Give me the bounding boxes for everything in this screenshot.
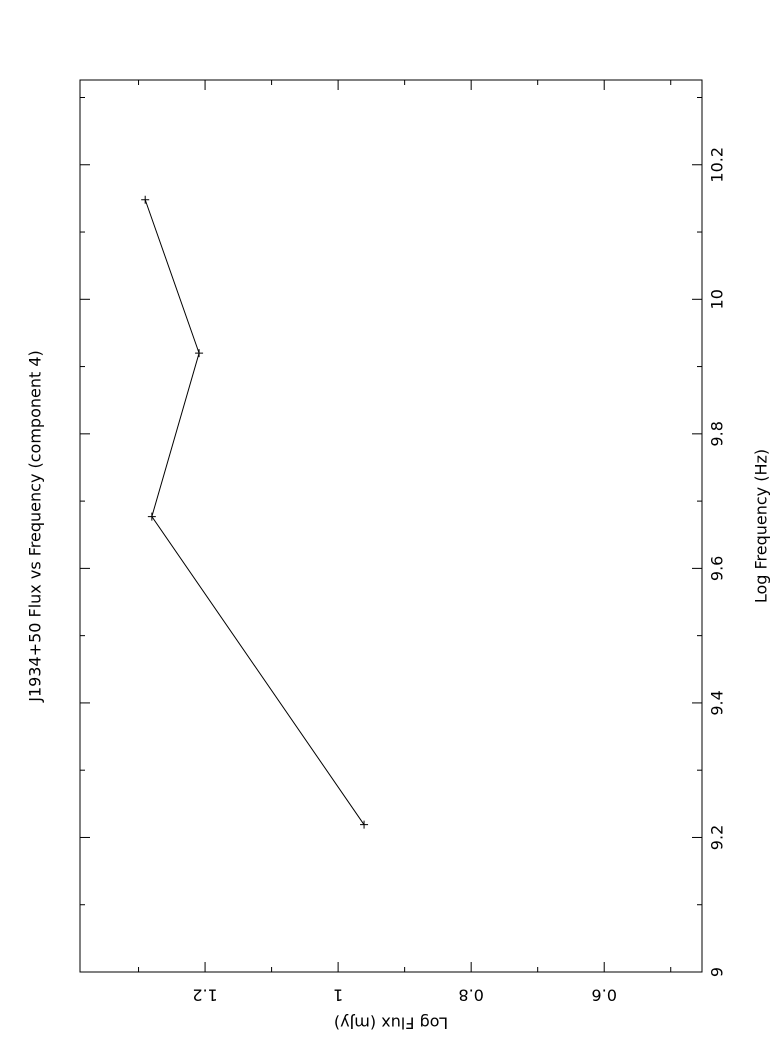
y-tick-label: 1 [333, 986, 343, 1005]
y-tick-label: 0.6 [591, 986, 616, 1005]
y-axis-label: Log Flux (mJy) [334, 1014, 448, 1033]
data-point [360, 820, 369, 829]
y-tick-label: 1.2 [192, 986, 217, 1005]
x-tick-label: 9.4 [708, 690, 727, 715]
x-tick-label: 9.8 [708, 421, 727, 446]
chart-title: J1934+50 Flux vs Frequency (component 4) [26, 350, 45, 703]
data-point [147, 512, 156, 521]
y-tick-label: 0.8 [458, 986, 483, 1005]
x-tick-label: 9.2 [708, 825, 727, 850]
x-axis-label: Log Frequency (Hz) [752, 449, 771, 603]
x-tick-label: 9 [708, 967, 727, 977]
plot-frame [79, 79, 703, 973]
x-tick-label: 10.2 [708, 147, 727, 183]
data-point [195, 349, 204, 358]
x-tick-label: 9.6 [708, 556, 727, 581]
data-line [144, 199, 365, 825]
x-tick-label: 10 [708, 289, 727, 309]
data-point [141, 195, 150, 204]
